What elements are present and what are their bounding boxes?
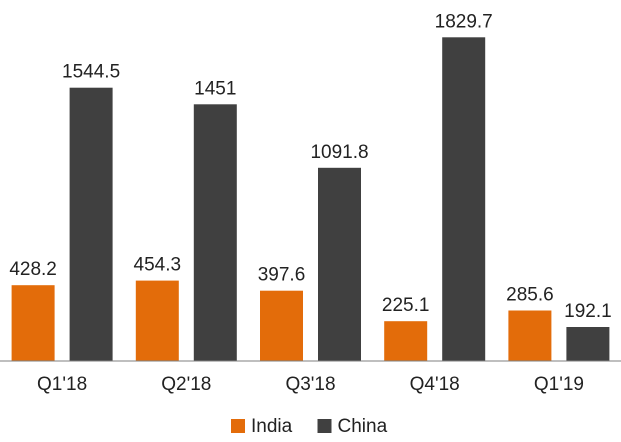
value-label-china-0: 1544.5 [62,62,120,83]
value-label-china-4: 192.1 [564,301,612,322]
x-tick-labels-group: Q1'18 Q2'18 Q3'18 Q4'18 Q1'19 [37,374,584,395]
value-label-india-0: 428.2 [9,259,57,280]
bar-india-0 [11,285,55,361]
bar-china-1 [193,104,237,362]
value-label-china-2: 1091.8 [310,142,368,163]
value-label-china-1: 1451 [194,78,236,99]
x-tick-label-0: Q1'18 [37,374,87,395]
legend-swatch-china [317,419,332,433]
bar-india-3 [384,321,428,361]
bar-china-2 [318,167,361,361]
legend-label-india: India [251,416,293,437]
x-tick-label-4: Q1'19 [534,374,584,395]
x-tick-label-1: Q2'18 [161,374,211,395]
bars-group [11,37,610,362]
value-label-india-3: 225.1 [382,295,430,316]
bar-china-4 [566,327,610,361]
bar-china-3 [442,37,486,362]
x-tick-label-3: Q4'18 [410,374,460,395]
value-label-china-3: 1829.7 [435,11,493,32]
bar-india-1 [135,280,179,361]
legend: India China [231,416,388,437]
bar-india-2 [260,290,303,361]
value-labels-group: 428.2 1544.5 454.3 1451 397.6 1091.8 225.1 1829… [9,11,611,322]
bar-india-4 [508,310,552,361]
value-label-india-1: 454.3 [134,255,182,276]
x-tick-label-2: Q3'18 [285,374,335,395]
legend-swatch-india [231,419,245,433]
legend-label-china: China [338,416,388,437]
value-label-india-2: 397.6 [258,265,306,286]
bar-china-0 [69,87,113,361]
value-label-india-4: 285.6 [506,285,554,306]
